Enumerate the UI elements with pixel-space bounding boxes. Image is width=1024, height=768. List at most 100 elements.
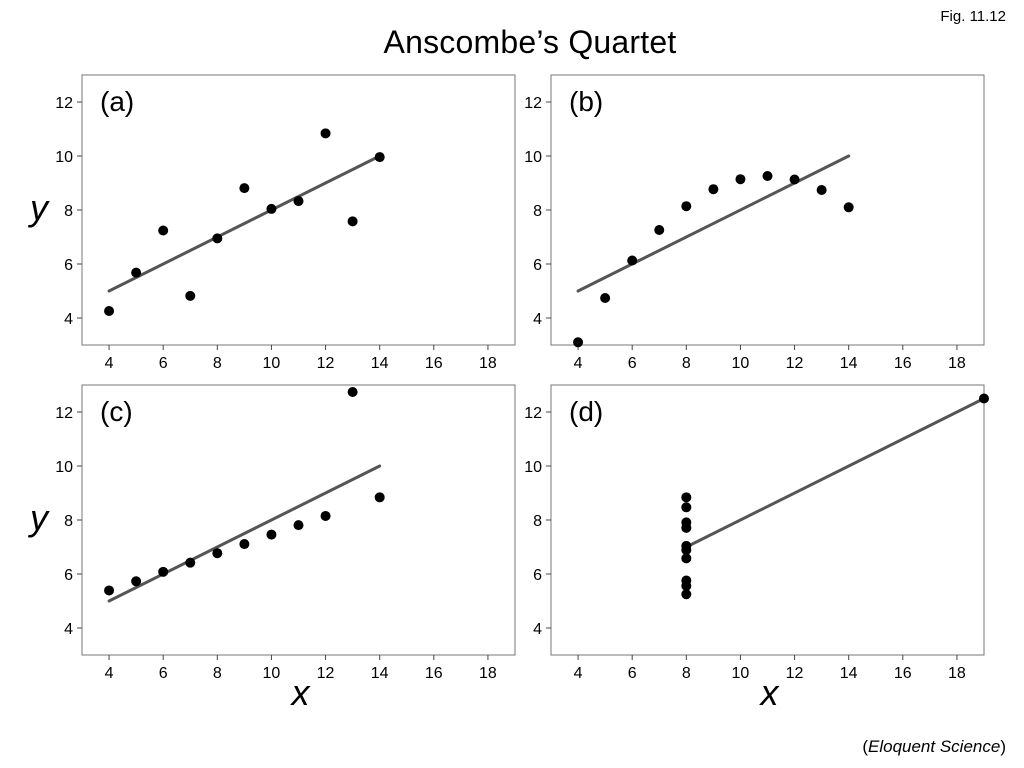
y-tick-label: 8 — [64, 513, 73, 530]
x-tick-label: 12 — [317, 665, 335, 682]
data-point — [681, 580, 692, 591]
x-tick-label: 14 — [840, 665, 858, 682]
y-axis-label: y — [27, 187, 50, 228]
figure-number: Fig. 11.12 — [940, 8, 1006, 25]
x-tick-label: 12 — [786, 355, 804, 372]
data-point — [573, 337, 584, 348]
x-tick-label: 18 — [479, 355, 497, 372]
y-tick-label: 12 — [524, 405, 542, 422]
x-tick-label: 16 — [425, 665, 443, 682]
data-point — [627, 255, 638, 266]
x-tick-label: 8 — [213, 355, 222, 372]
x-tick-label: 8 — [682, 665, 691, 682]
data-point — [293, 520, 304, 531]
data-point — [266, 529, 277, 540]
data-point — [158, 225, 169, 236]
panel-3: 4 6 8 10 12 14 16 18 4 6 8 10 12 (c) y x — [27, 384, 516, 713]
regression-line — [684, 397, 986, 549]
data-point — [374, 492, 385, 503]
x-tick-label: 12 — [317, 355, 335, 372]
x-tick-label: 16 — [425, 355, 443, 372]
data-point — [374, 152, 385, 163]
data-point — [266, 203, 277, 214]
x-tick-label: 8 — [213, 665, 222, 682]
panel-label: (c) — [100, 396, 133, 427]
y-tick-label: 10 — [524, 459, 542, 476]
panel-4: 4 6 8 10 12 14 16 18 4 6 8 10 12 (d) x — [524, 384, 989, 713]
credit-close-paren: ) — [1000, 737, 1006, 756]
plot-frame — [81, 74, 516, 346]
x-tick-label: 4 — [574, 355, 583, 372]
x-tick-label: 10 — [263, 665, 281, 682]
x-tick-label: 16 — [894, 665, 912, 682]
data-point — [681, 553, 692, 564]
plot-frame — [550, 384, 985, 656]
data-point — [104, 585, 115, 596]
regression-line — [107, 464, 382, 603]
chart-title: Anscombe’s Quartet — [383, 24, 677, 60]
data-point — [708, 184, 719, 195]
data-point — [681, 201, 692, 212]
x-axis-label: x — [290, 672, 312, 713]
y-tick-label: 4 — [64, 311, 73, 328]
x-tick-label: 12 — [786, 665, 804, 682]
data-point — [816, 185, 827, 196]
data-point — [979, 393, 989, 404]
x-tick-label: 10 — [732, 665, 750, 682]
y-tick-label: 10 — [524, 149, 542, 166]
x-tick-label: 8 — [682, 355, 691, 372]
x-tick-label: 18 — [479, 665, 497, 682]
data-point — [600, 293, 611, 304]
regression-line — [107, 154, 382, 293]
data-point — [762, 170, 773, 181]
data-point — [212, 233, 223, 244]
x-tick-label: 4 — [105, 355, 114, 372]
y-tick-label: 4 — [533, 621, 542, 638]
y-tick-label: 8 — [533, 513, 542, 530]
y-tick-label: 6 — [533, 257, 542, 274]
panel-label: (a) — [100, 86, 134, 117]
data-point — [735, 174, 746, 185]
plot-frame — [81, 384, 516, 656]
x-tick-label: 14 — [840, 355, 858, 372]
data-point — [293, 196, 304, 207]
source-credit: (Eloquent Science) — [862, 737, 1006, 757]
y-tick-label: 12 — [55, 405, 73, 422]
data-point — [347, 216, 358, 227]
panel-2: 4 6 8 10 12 14 16 18 4 6 8 10 12 (b) — [524, 74, 985, 372]
panel-label: (b) — [569, 86, 603, 117]
data-point — [320, 128, 331, 139]
data-point — [654, 224, 665, 235]
y-tick-label: 6 — [533, 567, 542, 584]
y-tick-label: 10 — [55, 149, 73, 166]
data-point — [347, 387, 358, 398]
y-tick-label: 6 — [64, 567, 73, 584]
data-point — [185, 290, 196, 301]
y-tick-label: 8 — [64, 203, 73, 220]
data-point — [789, 174, 800, 185]
credit-open-paren: ( — [862, 737, 868, 756]
data-point — [843, 202, 854, 213]
x-tick-label: 4 — [574, 665, 583, 682]
panel-1: 4 6 8 10 12 14 16 18 4 6 8 10 12 (a) y — [27, 74, 516, 372]
x-tick-label: 10 — [732, 355, 750, 372]
x-tick-label: 16 — [894, 355, 912, 372]
data-point — [681, 517, 692, 528]
data-point — [158, 566, 169, 577]
plot-frame — [550, 74, 985, 346]
data-point — [681, 492, 692, 503]
data-point — [239, 539, 250, 550]
panel-label: (d) — [569, 396, 603, 427]
x-tick-label: 6 — [628, 665, 637, 682]
y-tick-label: 12 — [55, 95, 73, 112]
x-tick-label: 14 — [371, 665, 389, 682]
x-tick-label: 18 — [948, 665, 966, 682]
y-tick-label: 4 — [64, 621, 73, 638]
y-tick-label: 10 — [55, 459, 73, 476]
data-point — [131, 576, 142, 587]
x-tick-label: 18 — [948, 355, 966, 372]
data-point — [104, 305, 115, 316]
data-point — [681, 502, 692, 513]
data-point — [212, 548, 223, 559]
